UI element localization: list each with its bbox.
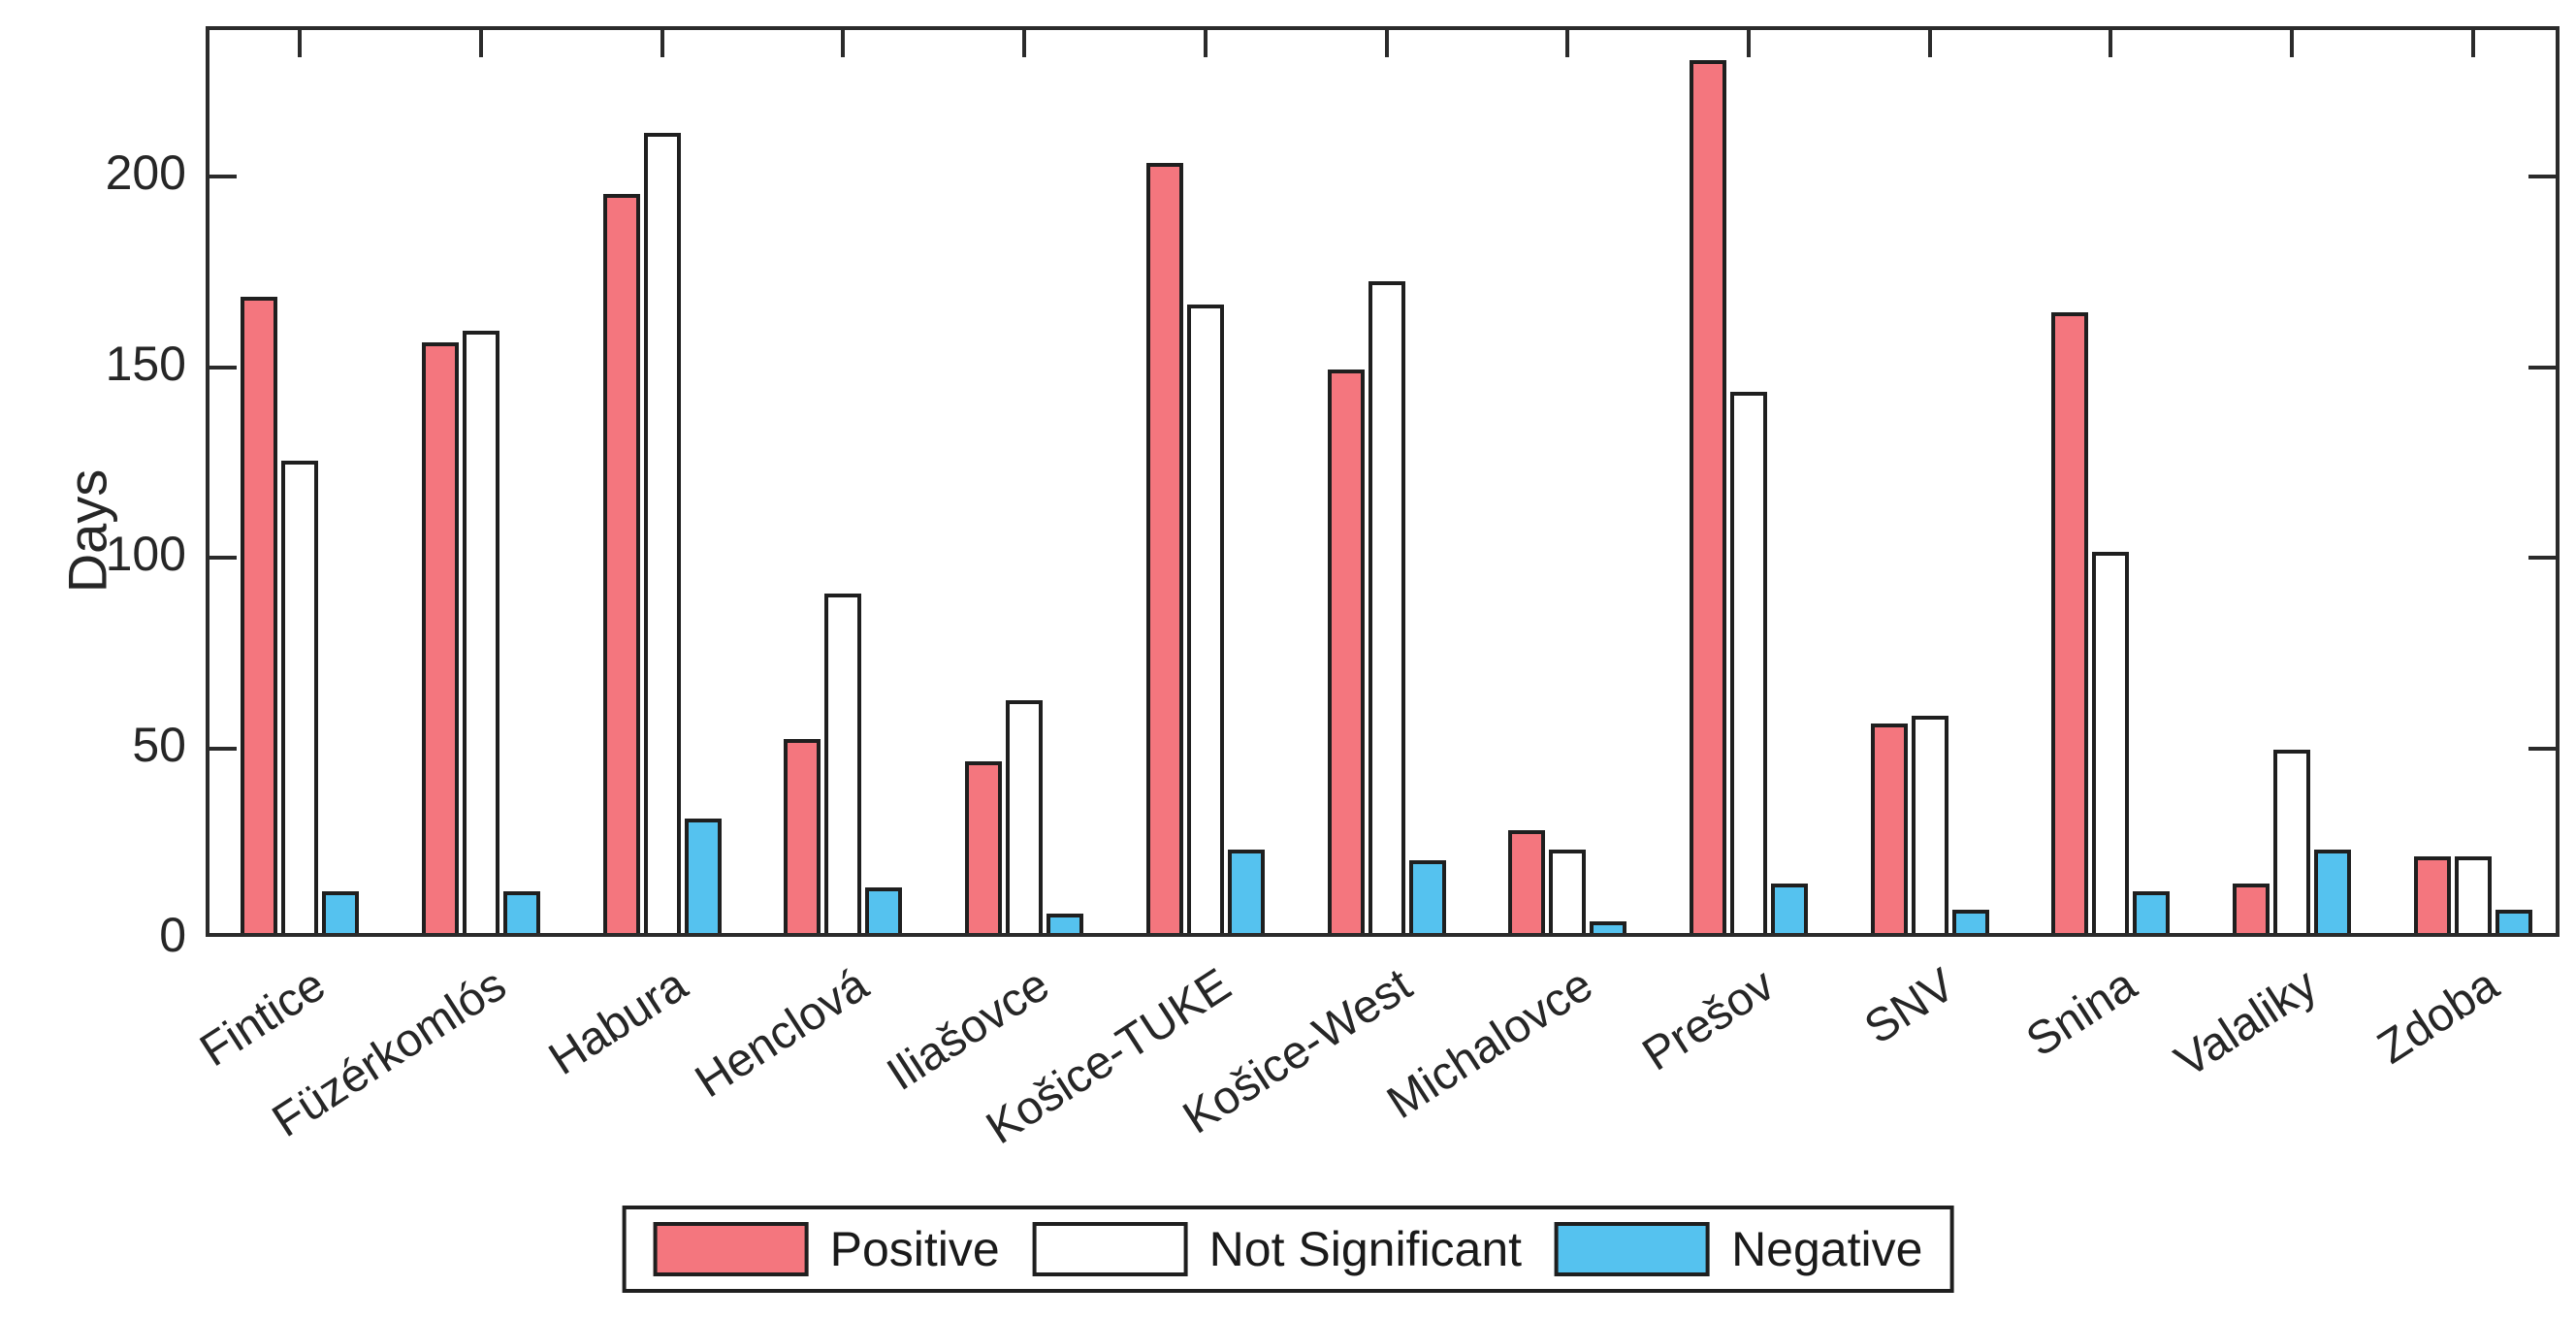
bar-negative xyxy=(2133,891,2171,933)
x-tick-mark xyxy=(1746,30,1751,57)
legend-item-positive: Positive xyxy=(653,1221,1000,1277)
bar-positive xyxy=(2413,856,2451,933)
bar-negative xyxy=(1046,914,1084,933)
bar-not-significant xyxy=(1006,700,1044,933)
bar-not-significant xyxy=(1549,850,1587,933)
bar-not-significant xyxy=(1368,281,1405,933)
legend-item-negative: Negative xyxy=(1555,1221,1922,1277)
x-tick-label: Snina xyxy=(2016,958,2145,1068)
bar-not-significant xyxy=(2454,856,2492,933)
x-tick-mark xyxy=(660,30,664,57)
bar-positive xyxy=(602,194,640,933)
y-tick-mark xyxy=(209,746,237,751)
x-tick-label: Zdoba xyxy=(2368,958,2508,1075)
x-tick-label: SNV xyxy=(1855,958,1964,1055)
x-tick-mark xyxy=(2470,30,2475,57)
x-tick-label: Michalovce xyxy=(1378,958,1602,1130)
bar-positive xyxy=(2232,884,2270,933)
bar-not-significant xyxy=(1186,305,1224,933)
bar-negative xyxy=(1590,921,1627,933)
y-tick-mark xyxy=(209,175,237,179)
bar-not-significant xyxy=(463,331,500,933)
x-tick-mark xyxy=(1927,30,1932,57)
bar-negative xyxy=(684,819,722,933)
x-tick-mark xyxy=(1384,30,1389,57)
x-tick-mark xyxy=(2289,30,2294,57)
bar-not-significant xyxy=(643,133,681,933)
bar-negative xyxy=(2495,910,2532,933)
y-tick-label: 150 xyxy=(105,336,186,391)
y-tick-mark xyxy=(209,556,237,561)
bar-positive xyxy=(1508,830,1546,933)
x-tick-mark xyxy=(841,30,846,57)
bar-positive xyxy=(241,297,278,933)
x-tick-label: Habura xyxy=(540,958,697,1086)
y-tick-label: 200 xyxy=(105,145,186,201)
y-tick-mark xyxy=(2528,556,2556,561)
y-tick-label: 50 xyxy=(132,717,186,772)
legend-swatch-negative xyxy=(1555,1222,1711,1276)
x-tick-mark xyxy=(298,30,303,57)
bar-negative xyxy=(1227,850,1265,933)
x-tick-label: Henclová xyxy=(687,958,878,1109)
y-tick-mark xyxy=(209,365,237,370)
bar-positive xyxy=(422,342,460,933)
bar-not-significant xyxy=(1911,716,1948,933)
y-tick-label: 100 xyxy=(105,527,186,582)
bar-negative xyxy=(1408,860,1446,933)
bar-negative xyxy=(503,891,541,933)
bar-not-significant xyxy=(281,461,319,933)
y-tick-label: 0 xyxy=(159,908,186,962)
bar-not-significant xyxy=(2272,750,2310,933)
bar-negative xyxy=(322,891,360,933)
bar-negative xyxy=(1770,884,1808,933)
legend: Positive Not Significant Negative xyxy=(622,1206,1954,1293)
bar-not-significant xyxy=(824,594,862,933)
bar-negative xyxy=(1951,910,1989,933)
y-tick-mark xyxy=(2528,365,2556,370)
x-tick-mark xyxy=(1203,30,1208,57)
legend-item-not-significant: Not Significant xyxy=(1032,1221,1523,1277)
bar-positive xyxy=(965,761,1003,933)
legend-swatch-not-significant xyxy=(1032,1222,1188,1276)
bar-positive xyxy=(784,739,821,933)
x-tick-mark xyxy=(479,30,484,57)
legend-label-negative: Negative xyxy=(1731,1222,1923,1276)
bar-positive xyxy=(1327,370,1365,933)
x-tick-mark xyxy=(2109,30,2113,57)
bar-positive xyxy=(1689,60,1726,933)
y-tick-mark xyxy=(2528,175,2556,179)
legend-swatch-positive xyxy=(653,1222,809,1276)
bar-negative xyxy=(2313,850,2351,933)
bar-positive xyxy=(1145,163,1183,933)
bar-negative xyxy=(865,887,903,933)
bar-positive xyxy=(1870,724,1908,933)
bar-not-significant xyxy=(2092,552,2130,933)
x-tick-mark xyxy=(1565,30,1570,57)
x-tick-label: Prešov xyxy=(1633,958,1784,1081)
x-tick-label: Fintice xyxy=(191,958,335,1078)
x-tick-label: Valaliky xyxy=(2166,958,2327,1088)
y-tick-mark xyxy=(2528,746,2556,751)
legend-label-not-significant: Not Significant xyxy=(1208,1222,1523,1276)
bar-positive xyxy=(2051,312,2089,933)
bar-not-significant xyxy=(1729,392,1767,933)
plot-area xyxy=(206,26,2560,937)
x-tick-mark xyxy=(1022,30,1027,57)
legend-label-positive: Positive xyxy=(829,1222,1000,1276)
